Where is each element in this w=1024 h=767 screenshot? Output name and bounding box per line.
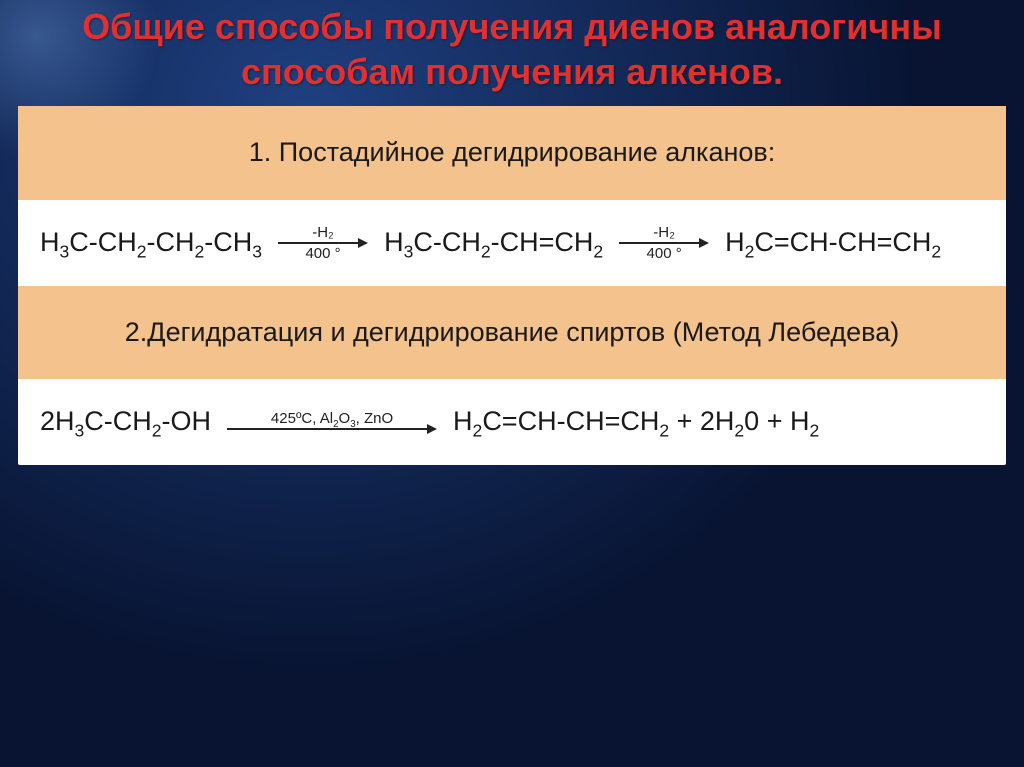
arrow-icon <box>278 238 368 248</box>
arrow-icon <box>619 238 709 248</box>
reaction-2-line: 2H3C-CH2-OH 425ºC, Al2O3, ZnO H2C=CH-CH=… <box>40 403 984 441</box>
section-1-heading: 1. Постадийное дегидрирование алканов: <box>18 106 1006 200</box>
section-2-heading-text: 2.Дегидратация и дегидрирование спиртов … <box>125 317 899 347</box>
slide-title: Общие способы получения диенов аналогичн… <box>0 0 1024 106</box>
slide-content: 1. Постадийное дегидрирование алканов: H… <box>18 106 1006 465</box>
reaction-1-product: H2C=CH-CH=CH2 <box>725 224 941 262</box>
reaction-2-reactant: 2H3C-CH2-OH <box>40 403 211 441</box>
reaction-1-arrow-2: -H₂ 400 ° <box>619 225 709 261</box>
reaction-1-arrow-2-bottom: 400 ° <box>647 246 682 261</box>
reaction-2-products: H2C=CH-CH=CH2 + 2H20 + H2 <box>453 403 819 441</box>
reaction-2: 2H3C-CH2-OH 425ºC, Al2O3, ZnO H2C=CH-CH=… <box>18 379 1006 465</box>
arrow-icon <box>227 424 437 434</box>
reaction-1-line: H3C-CH2-CH2-CH3 -H₂ 400 ° H3C-CH2-CH=CH2… <box>40 224 984 262</box>
reaction-1-arrow-1-bottom: 400 ° <box>305 246 340 261</box>
reaction-1-intermediate: H3C-CH2-CH=CH2 <box>384 224 603 262</box>
section-1-heading-text: 1. Постадийное дегидрирование алканов: <box>249 137 776 167</box>
slide-container: Общие способы получения диенов аналогичн… <box>0 0 1024 767</box>
reaction-2-arrow: 425ºC, Al2O3, ZnO <box>227 411 437 434</box>
reaction-1-reactant: H3C-CH2-CH2-CH3 <box>40 224 262 262</box>
reaction-1: H3C-CH2-CH2-CH3 -H₂ 400 ° H3C-CH2-CH=CH2… <box>18 200 1006 286</box>
section-2-heading: 2.Дегидратация и дегидрирование спиртов … <box>18 286 1006 380</box>
reaction-1-arrow-1: -H₂ 400 ° <box>278 225 368 261</box>
